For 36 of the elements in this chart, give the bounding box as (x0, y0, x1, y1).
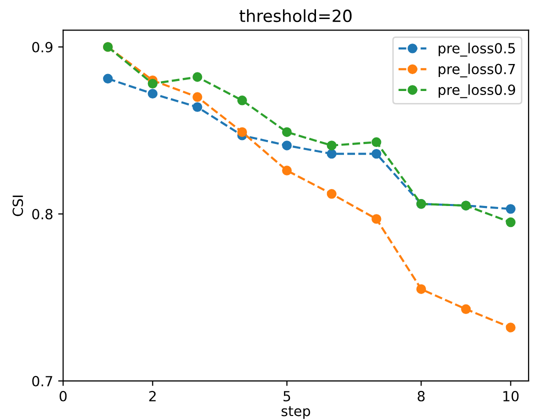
point (372, 148, 382, 159)
x-tick-label: 2 (149, 390, 156, 402)
point (416, 284, 426, 294)
point (192, 102, 202, 112)
point (237, 96, 248, 106)
point (148, 88, 158, 99)
point (372, 137, 382, 147)
point (326, 148, 337, 159)
x-tick-label: 10 (503, 390, 519, 402)
y-tick-label: 0.9 (32, 42, 52, 52)
point (506, 322, 516, 332)
legend-label: pre_loss0.7 (438, 64, 515, 78)
point (237, 127, 248, 137)
x-tick-label: 0 (60, 390, 67, 402)
y-tick-label: 0.7 (32, 376, 52, 386)
x-tick-label: 8 (418, 390, 425, 402)
point (506, 204, 516, 214)
point (148, 78, 158, 89)
point (282, 140, 292, 150)
point (506, 217, 516, 228)
legend-label: pre_loss0.5 (438, 42, 515, 57)
y-tick-label: 0.8 (32, 208, 52, 220)
point (461, 304, 471, 314)
chart-title: threshold=20 (239, 9, 352, 22)
legend-label: pre_loss0.9 (438, 84, 516, 98)
point (326, 140, 337, 150)
x-axis-title: step (282, 406, 310, 419)
point (326, 189, 337, 199)
point (192, 92, 202, 102)
y-axis-title: CSI (12, 196, 24, 216)
point (282, 166, 292, 176)
x-tick-label: 5 (284, 391, 290, 402)
point (282, 127, 292, 137)
point (192, 72, 202, 82)
point (372, 214, 382, 224)
point (103, 74, 113, 84)
